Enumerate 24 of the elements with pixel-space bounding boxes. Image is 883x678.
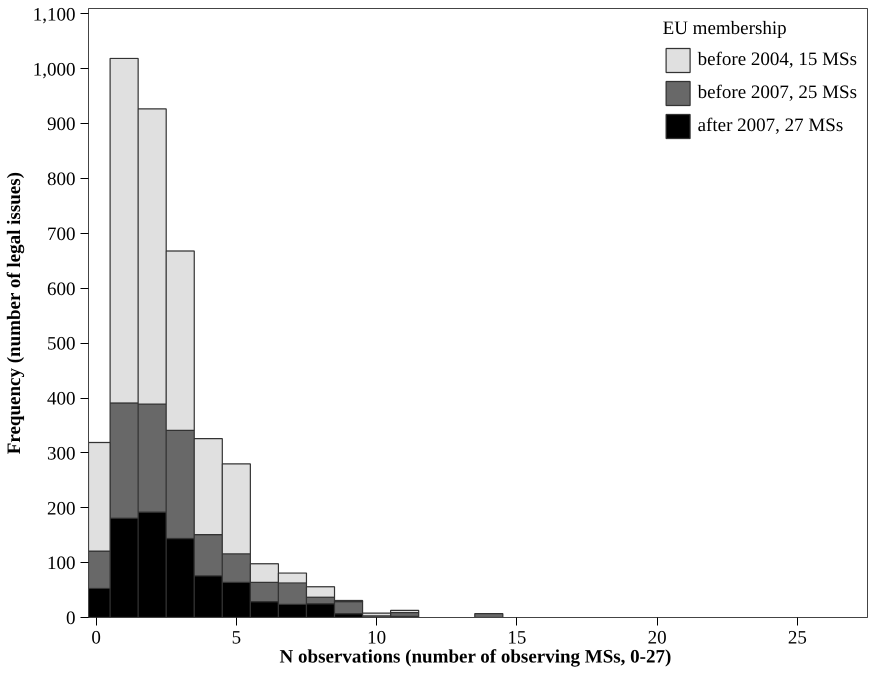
legend-title: EU membership [662, 18, 788, 40]
x-tick-label: 20 [648, 628, 667, 648]
x-tick-label: 0 [91, 628, 101, 648]
y-tick-label: 1,100 [32, 4, 76, 26]
x-tick-label: 15 [507, 628, 526, 648]
legend-label: before 2007, 25 MSs [698, 82, 857, 104]
legend-label: before 2004, 15 MSs [698, 49, 857, 71]
x-tick-label: 5 [232, 628, 242, 648]
y-tick-label: 0 [66, 608, 76, 629]
x-tick-label: 25 [788, 628, 807, 648]
y-tick-label: 1,000 [32, 59, 76, 80]
y-tick-label: 100 [47, 553, 76, 574]
y-tick-label: 600 [47, 278, 76, 300]
x-tick-label: 10 [367, 628, 386, 648]
y-tick-label: 900 [47, 114, 76, 136]
y-tick-label: 300 [47, 443, 76, 464]
y-tick-label: 200 [47, 498, 76, 520]
y-axis-title: Frequency (number of legal issues) [4, 172, 25, 454]
x-axis-title: N observations (number of observing MSs, 0-27) [280, 646, 672, 668]
y-tick-label: 500 [47, 334, 76, 355]
legend-label: after 2007, 27 MSs [698, 115, 844, 137]
y-tick-label: 400 [47, 388, 76, 410]
y-tick-label: 800 [47, 169, 76, 190]
y-tick-label: 700 [47, 224, 76, 245]
